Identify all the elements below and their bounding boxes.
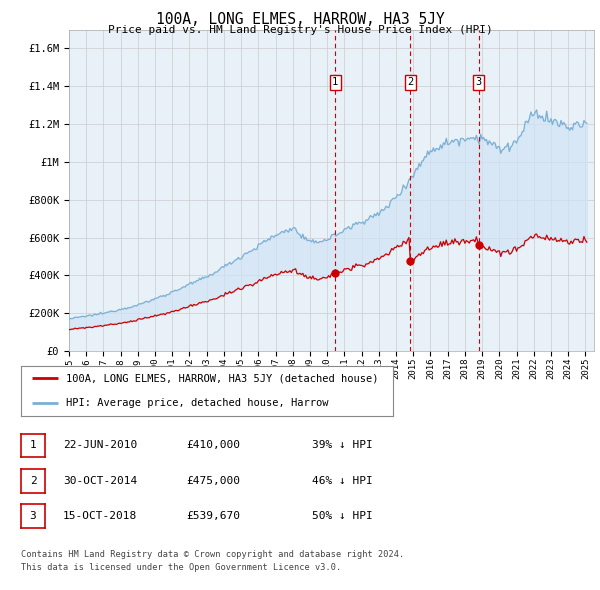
Text: 22-JUN-2010: 22-JUN-2010 bbox=[63, 441, 137, 450]
Text: 100A, LONG ELMES, HARROW, HA3 5JY (detached house): 100A, LONG ELMES, HARROW, HA3 5JY (detac… bbox=[65, 373, 378, 384]
Text: 3: 3 bbox=[29, 512, 37, 521]
Text: HPI: Average price, detached house, Harrow: HPI: Average price, detached house, Harr… bbox=[65, 398, 328, 408]
Text: 1: 1 bbox=[332, 77, 338, 87]
Text: 30-OCT-2014: 30-OCT-2014 bbox=[63, 476, 137, 486]
Text: 2: 2 bbox=[29, 476, 37, 486]
Text: Contains HM Land Registry data © Crown copyright and database right 2024.: Contains HM Land Registry data © Crown c… bbox=[21, 550, 404, 559]
Text: £539,670: £539,670 bbox=[186, 512, 240, 521]
Text: 39% ↓ HPI: 39% ↓ HPI bbox=[312, 441, 373, 450]
Text: 2: 2 bbox=[407, 77, 413, 87]
Text: This data is licensed under the Open Government Licence v3.0.: This data is licensed under the Open Gov… bbox=[21, 563, 341, 572]
Text: 46% ↓ HPI: 46% ↓ HPI bbox=[312, 476, 373, 486]
Text: 50% ↓ HPI: 50% ↓ HPI bbox=[312, 512, 373, 521]
Text: 1: 1 bbox=[29, 441, 37, 450]
Text: £410,000: £410,000 bbox=[186, 441, 240, 450]
Text: Price paid vs. HM Land Registry's House Price Index (HPI): Price paid vs. HM Land Registry's House … bbox=[107, 25, 493, 35]
Text: £475,000: £475,000 bbox=[186, 476, 240, 486]
Text: 15-OCT-2018: 15-OCT-2018 bbox=[63, 512, 137, 521]
Text: 100A, LONG ELMES, HARROW, HA3 5JY: 100A, LONG ELMES, HARROW, HA3 5JY bbox=[155, 12, 445, 27]
Text: 3: 3 bbox=[475, 77, 482, 87]
